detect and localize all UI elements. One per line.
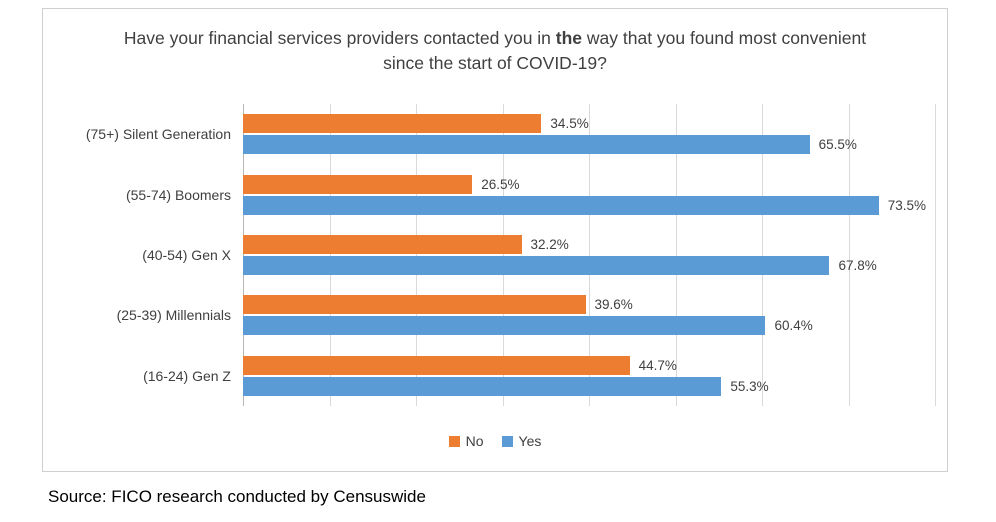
bar-line-yes: 67.8% xyxy=(243,256,935,276)
bar-yes xyxy=(243,195,879,215)
bar-line-no: 44.7% xyxy=(243,355,935,375)
bar-line-yes: 73.5% xyxy=(243,195,935,215)
plot-area: 34.5% 65.5% 26.5% 73.5% 32.2% 67.8% 39.6% 60.4%… xyxy=(243,104,936,406)
bar-line-yes: 55.3% xyxy=(243,376,935,396)
bar-line-yes: 65.5% xyxy=(243,135,935,155)
gridline xyxy=(935,104,936,406)
plot-wrapper: (75+) Silent Generation (55-74) Boomers (4… xyxy=(43,104,947,406)
value-label: 32.2% xyxy=(530,237,569,253)
value-axis-line xyxy=(243,104,244,406)
value-label: 55.3% xyxy=(730,378,769,394)
chart-title-bold-word: the xyxy=(555,28,583,48)
bar-yes xyxy=(243,316,766,336)
gridline xyxy=(416,104,417,406)
bar-no xyxy=(243,295,586,315)
category-label: (16-24) Gen Z xyxy=(143,367,231,384)
bar-line-no: 39.6% xyxy=(243,295,935,315)
gridline xyxy=(502,104,504,406)
legend-swatch-no xyxy=(448,435,460,447)
gridline xyxy=(589,104,590,406)
value-label: 65.5% xyxy=(818,137,857,153)
category-axis: (75+) Silent Generation (55-74) Boomers (4… xyxy=(43,104,243,406)
category-label: (40-54) Gen X xyxy=(142,247,231,264)
legend-label: No xyxy=(465,433,484,449)
value-label: 60.4% xyxy=(774,318,813,334)
bar-line-no: 32.2% xyxy=(243,235,935,255)
value-label: 73.5% xyxy=(887,197,927,213)
gridline xyxy=(675,104,677,406)
bar-yes xyxy=(243,135,810,155)
bar-group: 39.6% 60.4% xyxy=(243,285,935,345)
value-label: 26.5% xyxy=(481,176,520,192)
category-label: (75+) Silent Generation xyxy=(85,126,231,143)
chart-container: Have your financial services providers c… xyxy=(42,8,948,472)
legend-item-yes: Yes xyxy=(501,433,542,449)
chart-title-part2: way that you found most convenient since… xyxy=(383,28,867,74)
bar-yes xyxy=(243,376,722,396)
bar-rows: 34.5% 65.5% 26.5% 73.5% 32.2% 67.8% 39.6% 60.4%… xyxy=(243,104,935,406)
category-label: (25-39) Millennials xyxy=(116,307,231,324)
bar-line-no: 26.5% xyxy=(243,174,935,194)
bar-yes xyxy=(243,256,830,276)
gridline xyxy=(762,104,763,406)
chart-title: Have your financial services providers c… xyxy=(110,26,880,77)
value-label: 34.5% xyxy=(550,116,589,132)
gridline xyxy=(848,104,850,406)
legend: No Yes xyxy=(43,433,947,449)
bar-group: 44.7% 55.3% xyxy=(243,346,935,406)
bar-group: 34.5% 65.5% xyxy=(243,104,935,164)
value-label: 39.6% xyxy=(594,297,633,313)
legend-swatch-yes xyxy=(501,435,513,447)
bar-no xyxy=(243,114,542,134)
chart-title-part1: Have your financial services providers c… xyxy=(123,28,556,48)
bar-no xyxy=(243,235,522,255)
bar-no xyxy=(243,355,630,375)
gridline xyxy=(329,104,331,406)
bar-line-yes: 60.4% xyxy=(243,316,935,336)
legend-label: Yes xyxy=(518,433,542,449)
value-label: 44.7% xyxy=(638,357,677,373)
legend-item-no: No xyxy=(448,433,484,449)
bar-line-no: 34.5% xyxy=(243,114,935,134)
bar-no xyxy=(243,174,473,194)
bar-group: 32.2% 67.8% xyxy=(243,225,935,285)
category-label: (55-74) Boomers xyxy=(125,186,231,203)
value-label: 67.8% xyxy=(838,258,877,274)
source-text: Source: FICO research conducted by Censu… xyxy=(48,487,426,506)
bar-group: 26.5% 73.5% xyxy=(243,164,935,224)
